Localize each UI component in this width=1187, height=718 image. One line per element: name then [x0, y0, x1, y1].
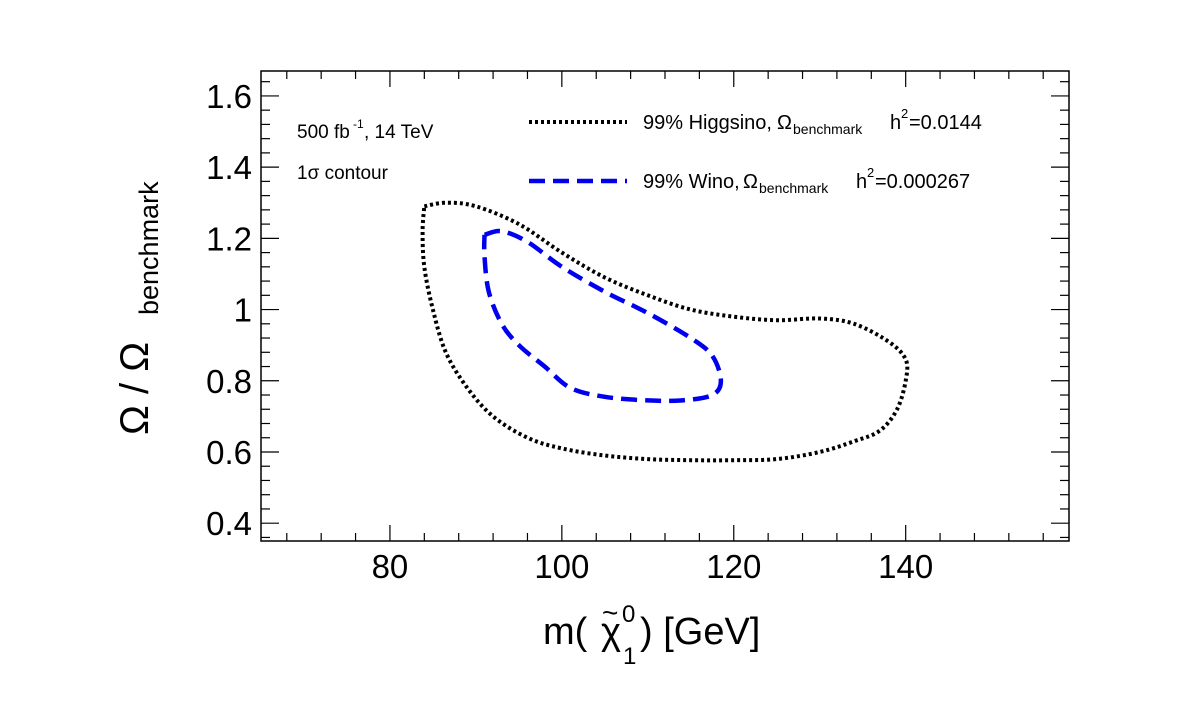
y-tick-label: 1.2	[206, 220, 252, 257]
contour-wino	[481, 228, 724, 404]
x-axis-title-main: m(	[543, 611, 588, 653]
y-tick-label: 1.4	[206, 149, 252, 186]
annotation-lumi-rest: , 14 TeV	[364, 122, 434, 143]
legend-h-higgsino: h	[890, 112, 901, 134]
legend-value-wino: =0.000267	[875, 171, 970, 193]
legend-entry-higgsino: 99% Higgsino, Ω benchmark h 2 =0.0144	[529, 106, 982, 137]
x-tick-label: 120	[706, 548, 761, 585]
legend-sub-wino: benchmark	[759, 180, 829, 196]
axis-ticks	[261, 71, 1069, 541]
contour-higgsino	[420, 200, 910, 463]
x-tick-label: 80	[372, 548, 409, 585]
legend-sup-higgsino: 2	[901, 106, 908, 121]
annotation-lumi-main: 500 fb	[297, 122, 350, 143]
y-axis-title-main: Ω / Ω	[113, 342, 157, 435]
legend-entry-wino: 99% Wino, Ω benchmark h 2 =0.000267	[529, 165, 970, 196]
legend-omega-higgsino: Ω	[777, 112, 792, 134]
y-axis-title-sub: benchmark	[134, 181, 164, 315]
legend: 99% Higgsino, Ω benchmark h 2 =0.0144 99…	[529, 106, 982, 196]
y-tick-label: 0.8	[206, 363, 252, 400]
y-tick-label: 0.6	[206, 434, 252, 471]
legend-label-higgsino: 99% Higgsino,	[643, 112, 772, 134]
x-axis-title-chi: χ	[601, 611, 621, 653]
legend-omega-wino: Ω	[743, 171, 758, 193]
annotation-lumi-sup: -1	[353, 117, 364, 131]
x-tick-label: 100	[534, 548, 589, 585]
annotation-lumi: 500 fb -1 , 14 TeV	[297, 117, 434, 143]
legend-label-wino: 99% Wino,	[643, 171, 740, 193]
x-axis-title-unit: ) [GeV]	[640, 611, 760, 653]
x-axis-title: m( χ ~ 0 1 ) [GeV]	[543, 597, 760, 670]
x-axis-title-sup: 0	[622, 601, 635, 628]
y-axis-title: Ω / Ω benchmark	[113, 181, 164, 435]
y-tick-label: 0.4	[206, 505, 252, 542]
x-axis-title-tilde: ~	[602, 597, 618, 628]
annotation-contour: 1σ contour	[297, 163, 389, 184]
y-tick-label: 1.6	[206, 78, 252, 115]
contour-curves	[420, 200, 910, 463]
legend-value-higgsino: =0.0144	[909, 112, 982, 134]
legend-sup-wino: 2	[867, 165, 874, 180]
legend-h-wino: h	[856, 171, 867, 193]
x-tick-label: 140	[878, 548, 933, 585]
tick-labels: 80 100 120 140 0.4 0.6 0.8 1 1.2 1.4 1.6	[206, 78, 933, 585]
y-tick-label: 1	[234, 292, 252, 329]
x-axis-title-sub: 1	[623, 643, 636, 670]
legend-sub-higgsino: benchmark	[793, 121, 863, 137]
